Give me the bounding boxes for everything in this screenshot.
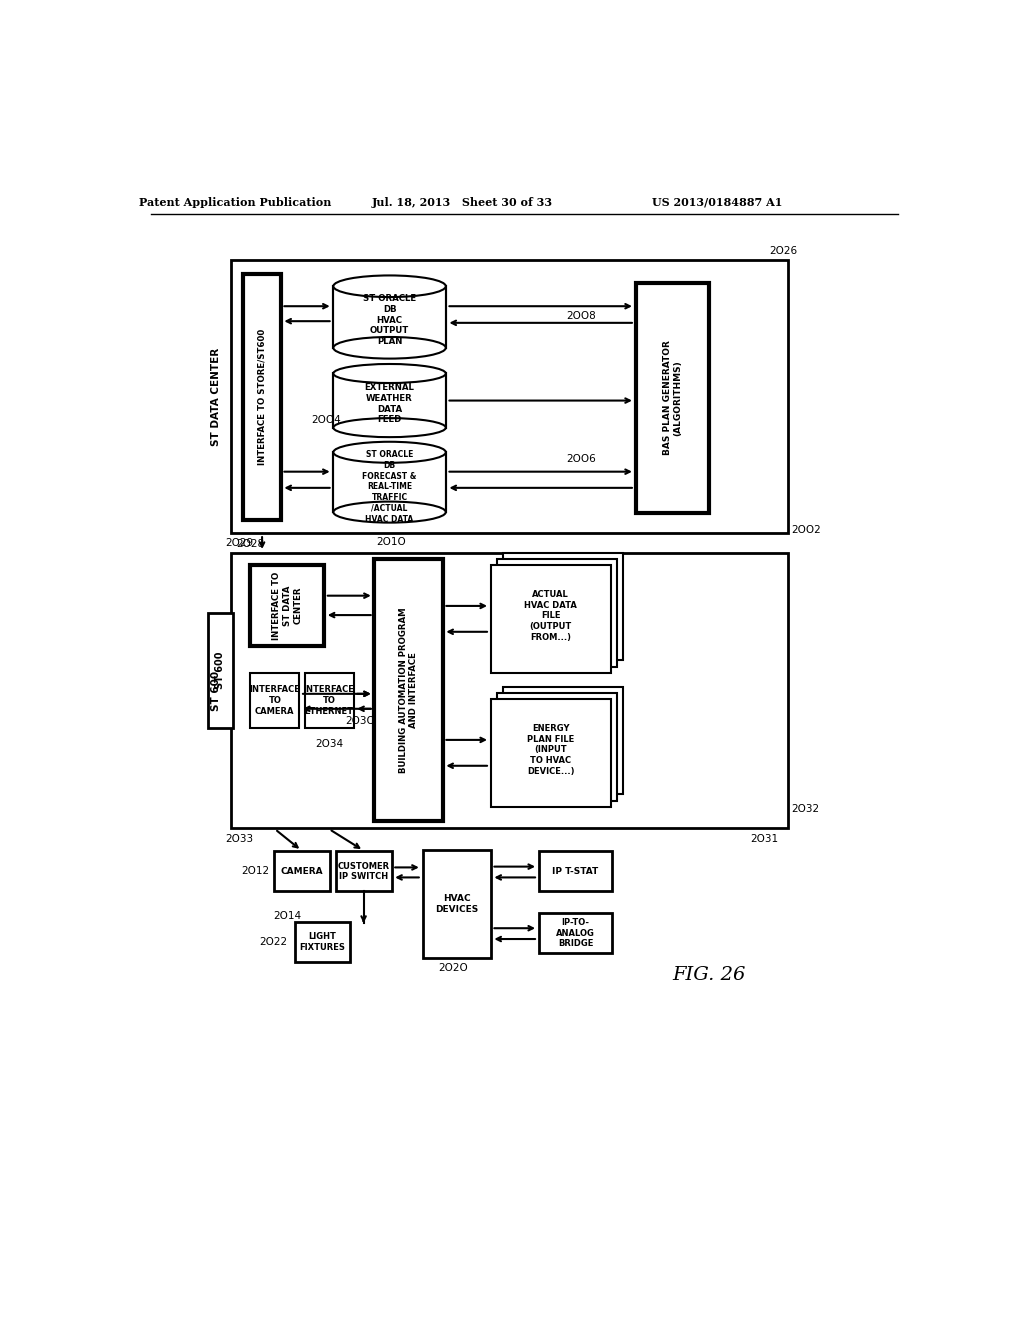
Text: BAS PLAN GENERATOR
(ALGORITHMS): BAS PLAN GENERATOR (ALGORITHMS)	[663, 341, 682, 455]
Bar	[334, 286, 445, 347]
Bar	[231, 553, 787, 829]
Bar	[497, 693, 617, 800]
Bar	[539, 851, 612, 891]
Text: LIGHT
FIXTURES: LIGHT FIXTURES	[300, 932, 345, 952]
Text: IP-TO-
ANALOG
BRIDGE: IP-TO- ANALOG BRIDGE	[556, 917, 595, 948]
Bar	[490, 565, 611, 673]
Text: 2O28: 2O28	[237, 539, 264, 549]
Text: BUILDING AUTOMATION PROGRAM
AND INTERFACE: BUILDING AUTOMATION PROGRAM AND INTERFAC…	[398, 607, 419, 772]
Text: ST 600: ST 600	[215, 652, 225, 689]
Text: 2O34: 2O34	[315, 739, 344, 748]
Text: ST ORACLE
DB
HVAC
OUTPUT
PLAN: ST ORACLE DB HVAC OUTPUT PLAN	[362, 294, 416, 346]
Ellipse shape	[334, 502, 445, 523]
Bar	[273, 851, 330, 891]
Text: US 2013/0184887 A1: US 2013/0184887 A1	[652, 197, 782, 207]
Bar	[334, 453, 445, 512]
Bar	[375, 558, 442, 821]
Bar	[243, 275, 282, 520]
Text: 2O32: 2O32	[792, 804, 819, 814]
Text: 2O3O: 2O3O	[346, 717, 376, 726]
Text: 2OO8: 2OO8	[566, 312, 596, 321]
Bar	[295, 923, 350, 962]
Text: 2OO6: 2OO6	[566, 454, 596, 463]
Text: 2O12: 2O12	[242, 866, 270, 876]
Bar	[305, 673, 353, 729]
Text: INTERFACE
TO
CAMERA: INTERFACE TO CAMERA	[250, 685, 300, 715]
Text: Patent Application Publication: Patent Application Publication	[139, 197, 331, 207]
Text: 2OO2: 2OO2	[792, 524, 821, 535]
Bar	[503, 686, 624, 795]
Bar	[231, 260, 787, 533]
Ellipse shape	[334, 418, 445, 437]
Text: IP T-STAT: IP T-STAT	[552, 867, 599, 876]
Text: INTERFACE TO
ST DATA
CENTER: INTERFACE TO ST DATA CENTER	[272, 572, 302, 639]
Text: FIG. 26: FIG. 26	[673, 966, 745, 983]
Text: 2O22: 2O22	[259, 937, 287, 948]
Text: 2O26: 2O26	[770, 246, 798, 256]
Bar	[336, 851, 391, 891]
Text: 2O29: 2O29	[224, 539, 253, 548]
Bar	[251, 565, 324, 645]
Text: 2O31: 2O31	[751, 834, 778, 843]
Text: EXTERNAL
WEATHER
DATA
FEED: EXTERNAL WEATHER DATA FEED	[365, 383, 415, 424]
Ellipse shape	[334, 364, 445, 383]
Text: 2OO4: 2OO4	[310, 416, 341, 425]
Bar	[503, 553, 624, 660]
Text: ENERGY
PLAN FILE
(INPUT
TO HVAC
DEVICE...): ENERGY PLAN FILE (INPUT TO HVAC DEVICE..…	[527, 723, 574, 776]
Bar	[490, 700, 611, 807]
Text: ACTUAL
HVAC DATA
FILE
(OUTPUT
FROM...): ACTUAL HVAC DATA FILE (OUTPUT FROM...)	[524, 590, 578, 642]
Text: INTERFACE TO STORE/ST600: INTERFACE TO STORE/ST600	[258, 329, 266, 465]
Bar	[423, 850, 490, 958]
Text: ST 600: ST 600	[211, 671, 220, 710]
Bar	[251, 673, 299, 729]
Text: INTERFACE
TO
ETHERNET: INTERFACE TO ETHERNET	[304, 685, 354, 715]
Text: CUSTOMER
IP SWITCH: CUSTOMER IP SWITCH	[338, 862, 390, 882]
Ellipse shape	[334, 337, 445, 359]
Bar	[636, 284, 710, 512]
Text: ST DATA CENTER: ST DATA CENTER	[211, 347, 220, 446]
Bar	[208, 612, 232, 729]
Text: HVAC
DEVICES: HVAC DEVICES	[435, 894, 478, 913]
Ellipse shape	[334, 442, 445, 463]
Text: Jul. 18, 2013   Sheet 30 of 33: Jul. 18, 2013 Sheet 30 of 33	[373, 197, 553, 207]
Bar	[334, 374, 445, 428]
Text: 2O14: 2O14	[272, 911, 301, 921]
Bar	[497, 558, 617, 667]
Bar	[539, 913, 612, 953]
Text: 2O2O: 2O2O	[438, 962, 468, 973]
Text: 2O33: 2O33	[224, 834, 253, 843]
Ellipse shape	[334, 276, 445, 297]
Text: CAMERA: CAMERA	[281, 867, 323, 876]
Text: ST ORACLE
DB
FORECAST &
REAL-TIME
TRAFFIC
/ACTUAL
HVAC DATA: ST ORACLE DB FORECAST & REAL-TIME TRAFFI…	[362, 450, 417, 524]
Text: 2O1O: 2O1O	[377, 537, 407, 546]
